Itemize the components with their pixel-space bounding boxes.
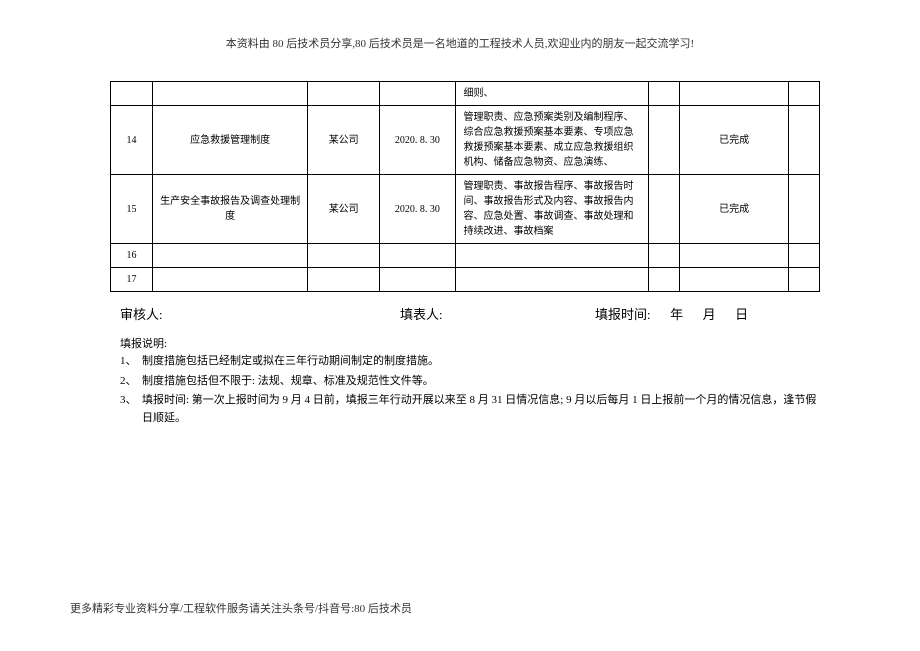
cell-company: 某公司: [308, 106, 380, 175]
cell-desc: [455, 268, 649, 292]
table-row: 14 应急救援管理制度 某公司 2020. 8. 30 管理职责、应急预案类别及…: [111, 106, 820, 175]
cell-name: [153, 244, 308, 268]
cell-blank: [649, 244, 680, 268]
note-text: 制度措施包括已经制定或拟在三年行动期间制定的制度措施。: [142, 353, 820, 371]
note-num: 2、: [120, 373, 142, 391]
note-num: 3、: [120, 392, 142, 427]
cell-blank2: [788, 106, 819, 175]
notes-item: 3、 填报时间: 第一次上报时间为 9 月 4 日前，填报三年行动开展以来至 8…: [110, 392, 820, 427]
main-table: 细则、 14 应急救援管理制度 某公司 2020. 8. 30 管理职责、应急预…: [110, 81, 820, 292]
report-time-label: 填报时间: 年 月 日: [595, 304, 748, 323]
cell-status: [680, 268, 789, 292]
cell-blank: [649, 268, 680, 292]
cell-company: 某公司: [308, 175, 380, 244]
note-num: 1、: [120, 353, 142, 371]
cell-idx: 16: [111, 244, 153, 268]
cell-status: [680, 82, 789, 106]
cell-status: 已完成: [680, 175, 789, 244]
note-text: 制度措施包括但不限于: 法规、规章、标准及规范性文件等。: [142, 373, 820, 391]
notes-item: 1、 制度措施包括已经制定或拟在三年行动期间制定的制度措施。: [110, 353, 820, 371]
cell-blank2: [788, 175, 819, 244]
cell-name: [153, 268, 308, 292]
table-row: 15 生产安全事故报告及调查处理制度 某公司 2020. 8. 30 管理职责、…: [111, 175, 820, 244]
cell-date: 2020. 8. 30: [380, 106, 455, 175]
note-text: 填报时间: 第一次上报时间为 9 月 4 日前，填报三年行动开展以来至 8 月 …: [142, 392, 820, 427]
main-content: 细则、 14 应急救援管理制度 某公司 2020. 8. 30 管理职责、应急预…: [0, 81, 920, 427]
cell-blank: [649, 106, 680, 175]
cell-date: [380, 268, 455, 292]
cell-date: [380, 82, 455, 106]
footer-text: 更多精彩专业资料分享/工程软件服务请关注头条号/抖音号:80 后技术员: [70, 603, 412, 615]
cell-name: 应急救援管理制度: [153, 106, 308, 175]
notes-title: 填报说明:: [110, 335, 820, 351]
cell-date: 2020. 8. 30: [380, 175, 455, 244]
cell-blank: [649, 175, 680, 244]
cell-idx: [111, 82, 153, 106]
auditor-label: 审核人:: [110, 304, 400, 323]
notes-item: 2、 制度措施包括但不限于: 法规、规章、标准及规范性文件等。: [110, 373, 820, 391]
cell-blank2: [788, 268, 819, 292]
cell-idx: 17: [111, 268, 153, 292]
cell-blank2: [788, 244, 819, 268]
table-row-empty: 17: [111, 268, 820, 292]
table-row-empty: 16: [111, 244, 820, 268]
cell-status: 已完成: [680, 106, 789, 175]
cell-blank: [649, 82, 680, 106]
cell-blank2: [788, 82, 819, 106]
reporter-label: 填表人:: [400, 304, 595, 323]
cell-idx: 15: [111, 175, 153, 244]
table-partial-row: 细则、: [111, 82, 820, 106]
cell-status: [680, 244, 789, 268]
cell-desc: 管理职责、事故报告程序、事故报告时间、事故报告形式及内容、事故报告内容、应急处置…: [455, 175, 649, 244]
page-footer: 更多精彩专业资料分享/工程软件服务请关注头条号/抖音号:80 后技术员: [70, 600, 412, 616]
cell-date: [380, 244, 455, 268]
cell-desc: 管理职责、应急预案类别及编制程序、综合应急救援预案基本要素、专项应急救援预案基本…: [455, 106, 649, 175]
cell-company: [308, 268, 380, 292]
cell-company: [308, 82, 380, 106]
cell-company: [308, 244, 380, 268]
cell-name: 生产安全事故报告及调查处理制度: [153, 175, 308, 244]
cell-name: [153, 82, 308, 106]
cell-idx: 14: [111, 106, 153, 175]
page-header: 本资料由 80 后技术员分享,80 后技术员是一名地道的工程技术人员,欢迎业内的…: [0, 0, 920, 81]
cell-desc: [455, 244, 649, 268]
signature-line: 审核人: 填表人: 填报时间: 年 月 日: [110, 304, 820, 323]
header-text: 本资料由 80 后技术员分享,80 后技术员是一名地道的工程技术人员,欢迎业内的…: [226, 38, 694, 50]
cell-desc: 细则、: [455, 82, 649, 106]
